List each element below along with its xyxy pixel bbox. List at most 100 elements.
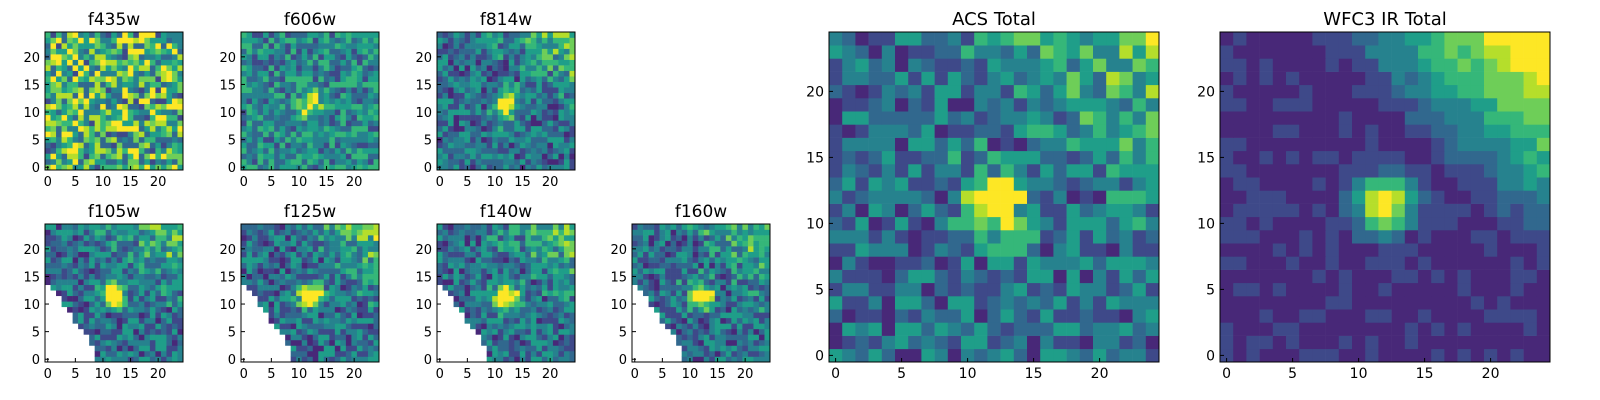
heatmap-cell bbox=[301, 98, 308, 105]
heatmap-cell bbox=[665, 229, 671, 236]
heatmap-cell bbox=[268, 147, 275, 154]
heatmap-cell bbox=[1246, 296, 1260, 310]
heatmap-cell bbox=[56, 32, 62, 38]
heatmap-cell bbox=[742, 290, 749, 297]
heatmap-cell bbox=[78, 164, 84, 171]
heatmap-cell bbox=[290, 306, 297, 313]
heatmap-cell bbox=[252, 54, 258, 60]
heatmap-cell bbox=[470, 306, 476, 313]
heatmap-cell bbox=[1000, 322, 1015, 336]
y-tick-label: 20 bbox=[23, 243, 40, 258]
heatmap-cell bbox=[1119, 230, 1133, 244]
x-tick-label: 15 bbox=[514, 367, 531, 382]
heatmap-cell bbox=[351, 345, 358, 352]
heatmap-cell bbox=[758, 334, 765, 341]
heatmap-cell bbox=[122, 32, 129, 38]
heatmap-cell bbox=[56, 158, 62, 165]
heatmap-cell bbox=[133, 350, 140, 357]
heatmap-cell bbox=[246, 81, 253, 88]
heatmap-cell bbox=[1066, 71, 1081, 86]
heatmap-cell bbox=[171, 164, 178, 171]
heatmap-cell bbox=[1093, 111, 1107, 125]
heatmap-cell bbox=[475, 246, 482, 252]
heatmap-cell bbox=[525, 87, 532, 94]
heatmap-cell bbox=[138, 306, 145, 313]
heatmap-cell bbox=[177, 240, 184, 247]
heatmap-cell bbox=[171, 279, 178, 286]
heatmap-cell bbox=[503, 246, 510, 252]
heatmap-cell bbox=[122, 317, 129, 324]
heatmap-cell bbox=[764, 268, 771, 274]
heatmap-cell bbox=[290, 279, 297, 286]
heatmap-cell bbox=[552, 317, 559, 324]
heatmap-cell bbox=[481, 268, 487, 274]
heatmap-cell bbox=[241, 120, 247, 127]
heatmap-cell bbox=[127, 43, 134, 49]
heatmap-cell bbox=[329, 120, 336, 127]
heatmap-cell bbox=[72, 224, 79, 230]
heatmap-cell bbox=[563, 257, 570, 263]
heatmap-cell bbox=[654, 257, 660, 263]
heatmap-cell bbox=[78, 43, 84, 49]
heatmap-cell bbox=[442, 32, 449, 38]
heatmap-cell bbox=[171, 32, 178, 38]
heatmap-cell bbox=[764, 350, 771, 357]
heatmap-cell bbox=[116, 262, 123, 269]
heatmap-cell bbox=[442, 70, 449, 77]
heatmap-cell bbox=[764, 356, 771, 363]
heatmap-cell bbox=[285, 251, 291, 258]
heatmap-cell bbox=[519, 339, 526, 346]
heatmap-cell bbox=[855, 256, 869, 270]
heatmap-cell bbox=[725, 273, 732, 280]
heatmap-cell bbox=[1431, 296, 1445, 310]
heatmap-cell bbox=[687, 317, 694, 324]
heatmap-cell bbox=[868, 45, 883, 59]
heatmap-cell bbox=[1053, 335, 1067, 350]
heatmap-cell bbox=[83, 273, 90, 280]
heatmap-cell bbox=[868, 58, 883, 72]
heatmap-cell bbox=[437, 103, 443, 110]
heatmap-cell bbox=[257, 301, 264, 308]
heatmap-cell bbox=[100, 295, 107, 302]
heatmap-cell bbox=[1013, 111, 1028, 125]
heatmap-cell bbox=[257, 125, 264, 132]
heatmap-cell bbox=[367, 279, 374, 286]
heatmap-cell bbox=[1066, 111, 1081, 125]
heatmap-cell bbox=[177, 81, 184, 88]
heatmap-cell bbox=[459, 103, 465, 110]
heatmap-cell bbox=[842, 32, 856, 46]
heatmap-cell bbox=[100, 136, 107, 143]
heatmap-cell bbox=[1286, 309, 1300, 323]
heatmap-cell bbox=[703, 317, 710, 324]
heatmap-cell bbox=[144, 98, 151, 105]
heatmap-cell bbox=[536, 312, 543, 319]
heatmap-cell bbox=[698, 229, 705, 236]
heatmap-cell bbox=[105, 136, 112, 143]
heatmap-cell bbox=[296, 235, 303, 241]
heatmap-cell bbox=[100, 142, 107, 149]
heatmap-cell bbox=[362, 229, 369, 236]
heatmap-cell bbox=[89, 257, 95, 263]
heatmap-cell bbox=[116, 334, 123, 341]
heatmap-cell bbox=[442, 164, 449, 171]
heatmap-cell bbox=[45, 114, 51, 121]
axes-frame bbox=[240, 223, 380, 363]
heatmap-cell bbox=[149, 81, 156, 88]
heatmap-cell bbox=[895, 256, 909, 270]
heatmap-cell bbox=[307, 92, 314, 99]
heatmap-cell bbox=[296, 158, 303, 165]
heatmap-cell bbox=[301, 164, 308, 171]
heatmap-cell bbox=[45, 251, 51, 258]
heatmap-cell bbox=[470, 147, 476, 154]
heatmap-cell bbox=[122, 350, 129, 357]
heatmap-cell bbox=[563, 279, 570, 286]
heatmap-cell bbox=[547, 224, 554, 230]
heatmap-cell bbox=[547, 54, 554, 60]
heatmap-cell bbox=[731, 229, 738, 236]
heatmap-cell bbox=[105, 92, 112, 99]
heatmap-cell bbox=[908, 137, 922, 152]
heatmap-cell bbox=[448, 268, 454, 274]
heatmap-cell bbox=[274, 54, 280, 60]
heatmap-cell bbox=[144, 103, 151, 110]
heatmap-cell bbox=[45, 131, 51, 138]
